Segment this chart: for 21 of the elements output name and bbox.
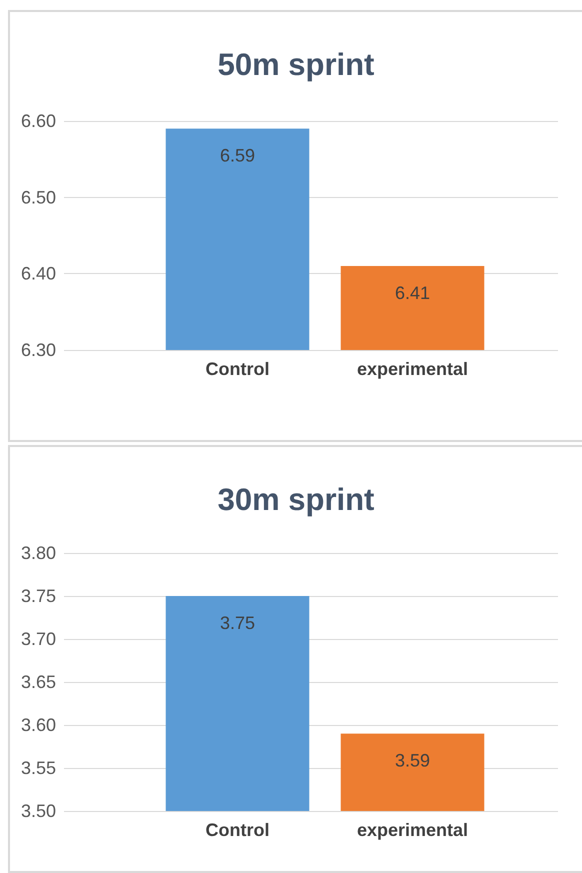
x-tick-label: experimental: [356, 359, 468, 379]
y-tick-label: 3.55: [20, 758, 56, 778]
y-tick-label: 3.65: [20, 672, 56, 692]
chart-title: 50m sprint: [218, 47, 374, 82]
x-tick-label: Control: [206, 820, 270, 840]
y-tick-label: 3.75: [20, 586, 56, 606]
x-tick-label: experimental: [356, 820, 468, 840]
chart-title: 30m sprint: [218, 482, 374, 517]
data-label: 3.75: [220, 613, 256, 633]
y-tick-label: 6.50: [20, 187, 56, 208]
y-tick-label: 3.50: [20, 801, 56, 821]
y-tick-label: 3.70: [20, 629, 56, 649]
y-tick-label: 3.80: [20, 543, 56, 563]
data-label: 3.59: [394, 750, 430, 771]
y-tick-label: 6.40: [20, 264, 56, 284]
data-label: 6.59: [220, 146, 256, 166]
y-tick-label: 6.30: [20, 340, 56, 360]
x-tick-label: Control: [206, 359, 270, 379]
y-tick-label: 3.60: [20, 715, 56, 735]
y-tick-label: 6.60: [20, 111, 56, 131]
data-label: 6.41: [394, 283, 430, 304]
